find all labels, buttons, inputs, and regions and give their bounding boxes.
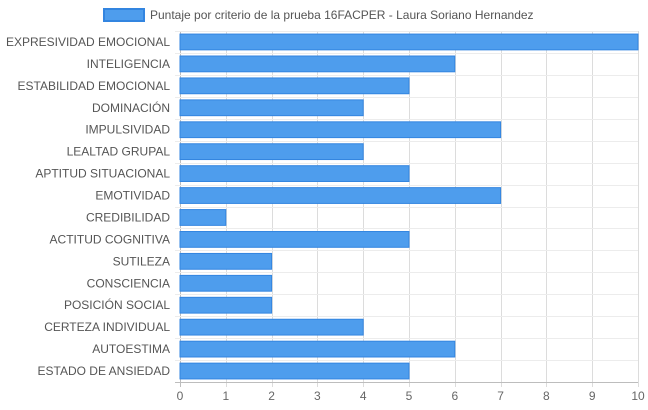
bar[interactable] bbox=[179, 340, 456, 358]
category-label: ESTABILIDAD EMOCIONAL bbox=[18, 79, 171, 93]
x-tick-label: 3 bbox=[314, 389, 321, 403]
bar[interactable] bbox=[179, 362, 410, 380]
x-tick-label: 8 bbox=[543, 389, 550, 403]
category-label: INTELIGENCIA bbox=[87, 57, 170, 71]
bar[interactable] bbox=[179, 33, 639, 51]
x-tick-label: 2 bbox=[268, 389, 275, 403]
category-label: APTITUD SITUACIONAL bbox=[35, 167, 170, 181]
bar[interactable] bbox=[179, 77, 410, 95]
category-label: EXPRESIVIDAD EMOCIONAL bbox=[6, 35, 170, 49]
category-labels: EXPRESIVIDAD EMOCIONAL INTELIGENCIA ESTABI… bbox=[6, 35, 170, 378]
x-tick-label: 10 bbox=[631, 389, 645, 403]
category-label: SUTILEZA bbox=[113, 254, 170, 268]
x-tick-label: 0 bbox=[177, 389, 184, 403]
bars bbox=[179, 33, 639, 380]
legend[interactable]: Puntaje por criterio de la prueba 16FACP… bbox=[103, 8, 534, 22]
category-label: AUTOESTIMA bbox=[92, 342, 170, 356]
legend-swatch[interactable] bbox=[103, 8, 145, 22]
bar[interactable] bbox=[179, 99, 364, 117]
category-label: ACTITUD COGNITIVA bbox=[50, 232, 170, 246]
x-tick-label: 5 bbox=[406, 389, 413, 403]
legend-label[interactable]: Puntaje por criterio de la prueba 16FACP… bbox=[150, 8, 534, 22]
bar[interactable] bbox=[179, 296, 273, 314]
x-tick-label: 9 bbox=[589, 389, 596, 403]
bar[interactable] bbox=[179, 165, 410, 182]
category-label: LEALTAD GRUPAL bbox=[67, 145, 171, 159]
x-tick-label: 6 bbox=[451, 389, 458, 403]
category-label: CREDIBILIDAD bbox=[86, 210, 170, 224]
x-tick-labels: 0 1 2 3 4 5 6 7 8 9 10 bbox=[177, 389, 645, 403]
bar[interactable] bbox=[179, 55, 456, 73]
category-label: ESTADO DE ANSIEDAD bbox=[38, 364, 171, 378]
bar[interactable] bbox=[179, 252, 273, 270]
x-tick-label: 7 bbox=[497, 389, 504, 403]
bar[interactable] bbox=[179, 209, 227, 226]
bar[interactable] bbox=[179, 143, 364, 161]
category-label: CONSCIENCIA bbox=[87, 276, 170, 290]
bar[interactable] bbox=[179, 274, 273, 292]
category-label: EMOTIVIDAD bbox=[95, 189, 170, 203]
bar[interactable] bbox=[179, 231, 410, 248]
category-label: IMPULSIVIDAD bbox=[85, 123, 170, 137]
x-tick-label: 1 bbox=[222, 389, 229, 403]
category-label: DOMINACIÓN bbox=[92, 100, 170, 115]
bar[interactable] bbox=[179, 318, 364, 336]
x-tick-label: 4 bbox=[360, 389, 367, 403]
category-label: CERTEZA INDIVIDUAL bbox=[44, 320, 170, 334]
category-label: POSICIÓN SOCIAL bbox=[64, 297, 170, 312]
bar[interactable] bbox=[179, 121, 502, 139]
bar[interactable] bbox=[179, 187, 502, 204]
